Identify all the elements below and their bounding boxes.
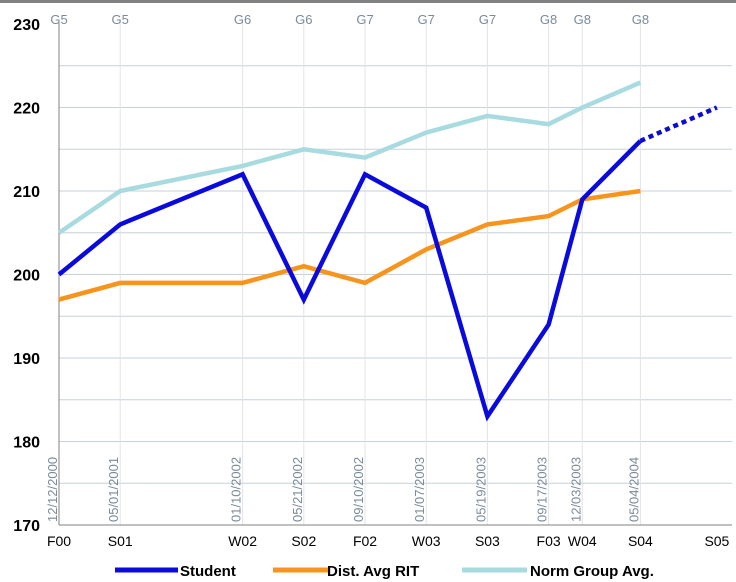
- date-label: 12/03/2003: [568, 457, 583, 522]
- x-tick-label: S02: [291, 533, 316, 549]
- date-label: 05/19/2003: [473, 457, 488, 522]
- x-tick-label: F02: [353, 533, 377, 549]
- grade-label: G6: [234, 12, 251, 27]
- date-label: 05/01/2001: [106, 457, 121, 522]
- legend-label: Student: [180, 563, 236, 580]
- x-tick-label: S04: [628, 533, 653, 549]
- series-line-norm-group-avg: [57, 80, 642, 235]
- grade-label: G7: [356, 12, 373, 27]
- legend-label: Norm Group Avg.: [530, 563, 654, 580]
- date-label: 12/12/2000: [45, 457, 60, 522]
- x-tick-label: W04: [568, 533, 597, 549]
- grade-labels: G5 G5 G6 G6 G7 G7 G7 G8 G8 G8: [50, 12, 649, 27]
- x-tick-label: S01: [108, 533, 133, 549]
- series-line-student: [57, 139, 642, 422]
- date-labels: 12/12/2000 05/01/2001 01/10/2002 05/21/2002…: [45, 457, 641, 522]
- grade-label: G8: [574, 12, 591, 27]
- projection-line: [639, 105, 718, 143]
- x-tick-label: F00: [47, 533, 71, 549]
- x-tick-label: W03: [412, 533, 441, 549]
- y-tick-label: 170: [13, 518, 40, 535]
- grade-label: G8: [632, 12, 649, 27]
- grade-label: G6: [295, 12, 312, 27]
- grid-lines: [59, 65, 732, 484]
- date-label: 05/04/2004: [626, 457, 641, 522]
- x-tick-label: S03: [475, 533, 500, 549]
- x-tick-label: W02: [228, 533, 257, 549]
- legend: Student Dist. Avg RIT Norm Group Avg.: [115, 563, 654, 580]
- date-label: 05/21/2002: [290, 457, 305, 522]
- series-lines: [57, 80, 718, 422]
- x-tick-label: F03: [537, 533, 561, 549]
- y-tick-label: 210: [13, 184, 40, 201]
- x-tick-label: S05: [704, 533, 729, 549]
- date-label: 09/17/2003: [535, 457, 550, 522]
- y-tick-label: 200: [13, 268, 40, 285]
- y-tick-label: 180: [13, 435, 40, 452]
- date-label: 09/10/2002: [351, 457, 366, 522]
- y-tick-labels: 170 180 190 200 210 220 230: [13, 17, 40, 535]
- y-tick-label: 220: [13, 101, 40, 118]
- grade-label: G7: [479, 12, 496, 27]
- y-tick-label: 190: [13, 351, 40, 368]
- date-label: 01/10/2002: [229, 457, 244, 522]
- grade-label: G7: [418, 12, 435, 27]
- date-lines: [58, 20, 641, 525]
- grade-label: G5: [50, 12, 67, 27]
- legend-label: Dist. Avg RIT: [327, 563, 419, 580]
- grade-label: G8: [540, 12, 557, 27]
- grade-label: G5: [112, 12, 129, 27]
- x-tick-labels: F00 S01 W02 S02 F02 W03 S03 F03 W04 S04 S05: [47, 533, 730, 549]
- y-tick-label: 230: [13, 17, 40, 34]
- series-line-dist-avg-rit: [58, 188, 641, 302]
- date-label: 01/07/2003: [412, 457, 427, 522]
